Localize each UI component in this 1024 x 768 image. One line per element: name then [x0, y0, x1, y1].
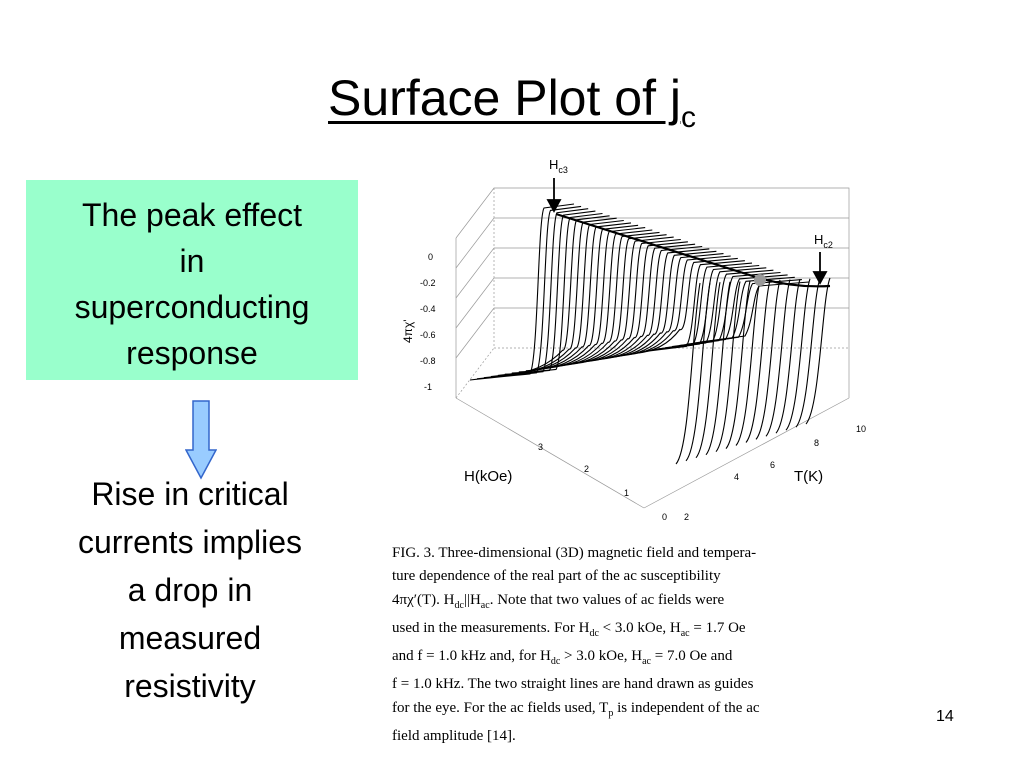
- susceptibility-curve: [715, 281, 741, 453]
- susceptibility-curve: [705, 281, 731, 456]
- callout-line: superconducting: [74, 289, 310, 325]
- susceptibility-curve: [795, 278, 821, 428]
- peak-marker: [754, 274, 766, 286]
- caption-line: and f = 1.0 kHz and, for Hdc > 3.0 kOe, …: [392, 648, 733, 668]
- hc2-sub: c2: [823, 240, 833, 250]
- plot-box: [455, 187, 850, 509]
- susceptibility-curve: [675, 282, 701, 465]
- z-tick: -0.6: [420, 330, 436, 340]
- hc2-label: H: [814, 232, 823, 247]
- conclusion-text: Rise in critical currents implies a drop…: [40, 470, 340, 710]
- h-axis-ticks: 0 1 2 3: [538, 442, 667, 522]
- callout-line: response: [126, 335, 258, 371]
- h-axis-label: H(kOe): [464, 468, 512, 485]
- page-number: 14: [936, 708, 954, 725]
- z-tick: -0.8: [420, 356, 436, 366]
- z-axis-label: 4πχ': [401, 319, 415, 343]
- h-tick: 1: [624, 488, 629, 498]
- svg-text:Hc2: Hc2: [814, 232, 833, 250]
- conclusion-line: Rise in critical: [91, 476, 289, 512]
- t-tick: 8: [814, 438, 819, 448]
- slide-title: Surface Plot of jc: [0, 68, 1024, 148]
- z-tick: -0.4: [420, 304, 436, 314]
- susceptibility-curve: [469, 203, 575, 381]
- callout-line: in: [179, 243, 205, 279]
- z-tick: -0.2: [420, 278, 436, 288]
- susceptibility-curves: [469, 203, 831, 465]
- susceptibility-curve: [483, 208, 589, 379]
- peak-effect-callout: The peak effect in superconducting respo…: [26, 180, 358, 380]
- susceptibility-curve: [699, 281, 810, 343]
- slide-title-main: Surface Plot of j: [328, 70, 681, 126]
- z-axis-ticks: 0 -0.2 -0.4 -0.6 -0.8 -1: [420, 252, 436, 392]
- callout-line: The peak effect: [82, 197, 302, 233]
- hc3-sub: c3: [558, 165, 568, 175]
- caption-line: ture dependence of the real part of the …: [392, 568, 721, 585]
- t-tick: 10: [856, 424, 866, 434]
- susceptibility-curve: [685, 282, 711, 462]
- susceptibility-curve: [490, 210, 596, 378]
- susceptibility-curve: [755, 279, 781, 440]
- conclusion-line: resistivity: [124, 668, 256, 704]
- susceptibility-curve: [765, 279, 791, 437]
- conclusion-line: a drop in: [127, 572, 253, 608]
- susceptibility-curve: [785, 278, 811, 431]
- caption-line: field amplitude [14].: [392, 728, 516, 745]
- susceptibility-curve: [775, 279, 801, 434]
- caption-line: f = 1.0 kHz. The two straight lines are …: [392, 676, 754, 693]
- susceptibility-curve: [695, 282, 721, 459]
- hc3-arrow-icon: [546, 178, 562, 213]
- susceptibility-curve: [805, 277, 831, 425]
- h-tick: 0: [662, 512, 667, 522]
- down-arrow-icon: [185, 400, 217, 480]
- susceptibility-curve: [745, 280, 771, 443]
- susceptibility-curve: [525, 222, 632, 372]
- z-tick: 0: [428, 252, 433, 262]
- t-axis-ticks: 2 4 6 8 10: [684, 424, 866, 522]
- t-axis-label: T(K): [794, 468, 823, 485]
- h-tick: 3: [538, 442, 543, 452]
- hc2-arrow-icon: [812, 252, 828, 285]
- hc3-label: H: [549, 157, 558, 172]
- caption-line: FIG. 3. Three-dimensional (3D) magnetic …: [392, 545, 757, 561]
- conclusion-line: measured: [118, 620, 262, 656]
- caption-line: 4πχ′(T). Hdc||Hac. Note that two values …: [392, 591, 725, 611]
- h-tick: 2: [584, 464, 589, 474]
- z-tick: -1: [424, 382, 432, 392]
- figure-caption: FIG. 3. Three-dimensional (3D) magnetic …: [392, 542, 904, 748]
- susceptibility-curve: [725, 280, 751, 449]
- slide-title-subscript: c: [680, 101, 696, 134]
- svg-text:Hc3: Hc3: [549, 157, 568, 175]
- caption-line: for the eye. For the ac fields used, Tp …: [392, 699, 760, 719]
- conclusion-line: currents implies: [77, 524, 303, 560]
- surface-plot-figure: Hc3 Hc2 0 -0.2 -0.4 -0.6 -0.8 -1 4πχ' 0 …: [401, 157, 866, 522]
- susceptibility-curve: [735, 280, 761, 446]
- t-tick: 4: [734, 472, 739, 482]
- t-tick: 2: [684, 512, 689, 522]
- caption-line: used in the measurements. For Hdc < 3.0 …: [392, 619, 746, 639]
- t-tick: 6: [770, 460, 775, 470]
